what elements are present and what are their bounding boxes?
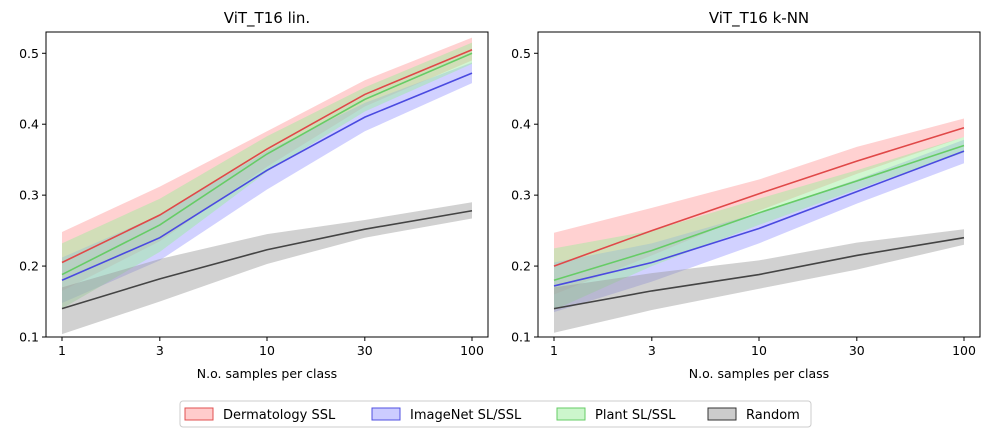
y-tick-label: 0.1 <box>19 330 39 345</box>
legend-label-random: Random <box>746 408 800 423</box>
band-random <box>62 202 472 335</box>
x-tick-label: 1 <box>550 343 558 358</box>
line-random <box>553 236 965 310</box>
band-dermatology-ssl <box>62 37 472 291</box>
line-imagenet-sl-ssl <box>553 150 965 287</box>
y-tick-label: 0.2 <box>19 259 39 274</box>
legend-label-plant-sl-ssl: Plant SL/SSL <box>595 408 676 423</box>
band-dermatology-ssl <box>554 118 964 295</box>
legend-swatch-random <box>707 407 737 421</box>
legend-swatch-plant-sl-ssl <box>556 407 586 421</box>
x-tick-label: 1 <box>58 343 66 358</box>
x-axis-label: N.o. samples per class <box>689 366 829 381</box>
y-tick-label: 0.5 <box>19 46 39 61</box>
line-plant-sl-ssl <box>61 52 473 276</box>
legend-box <box>179 400 812 428</box>
y-tick-label: 0.1 <box>511 330 531 345</box>
legend: Dermatology SSL ImageNet SL/SSL Plant SL/S… <box>179 400 812 428</box>
x-tick-label: 100 <box>460 343 484 358</box>
y-tick-label: 0.4 <box>19 117 39 132</box>
x-tick-label: 30 <box>849 343 865 358</box>
panel-linear: ViT_T16 lin. 0.1 0.2 0.3 0.4 0.5 1 3 10 30 100 N.o.… <box>19 9 489 381</box>
y-tick-label: 0.2 <box>511 259 531 274</box>
band-imagenet-sl-ssl <box>554 139 964 313</box>
legend-swatch-dermatology-ssl <box>184 407 214 421</box>
line-dermatology-ssl <box>61 48 473 264</box>
x-tick-label: 30 <box>357 343 373 358</box>
line-random <box>61 209 473 310</box>
x-tick-label: 3 <box>648 343 656 358</box>
y-tick-label: 0.4 <box>511 117 531 132</box>
line-dermatology-ssl <box>553 126 965 267</box>
chart-title: ViT_T16 lin. <box>224 9 310 28</box>
x-tick-label: 10 <box>259 343 275 358</box>
band-plant-sl-ssl <box>62 42 472 309</box>
x-tick-label: 3 <box>156 343 164 358</box>
legend-swatch-imagenet-sl-ssl <box>371 407 401 421</box>
y-tick-label: 0.3 <box>511 188 531 203</box>
band-plant-sl-ssl <box>554 136 964 311</box>
chart-title: ViT_T16 k-NN <box>709 9 809 28</box>
y-tick-label: 0.5 <box>511 46 531 61</box>
line-plant-sl-ssl <box>553 144 965 282</box>
panel-knn: ViT_T16 k-NN 0.1 0.2 0.3 0.4 0.5 1 3 10 30 100 N.o.… <box>511 9 981 381</box>
x-axis-label: N.o. samples per class <box>197 366 337 381</box>
band-imagenet-sl-ssl <box>62 62 472 303</box>
line-imagenet-sl-ssl <box>61 72 473 281</box>
x-tick-label: 10 <box>751 343 767 358</box>
legend-label-dermatology-ssl: Dermatology SSL <box>223 408 336 423</box>
legend-label-imagenet-sl-ssl: ImageNet SL/SSL <box>410 408 522 423</box>
y-tick-label: 0.3 <box>19 188 39 203</box>
x-tick-label: 100 <box>952 343 976 358</box>
